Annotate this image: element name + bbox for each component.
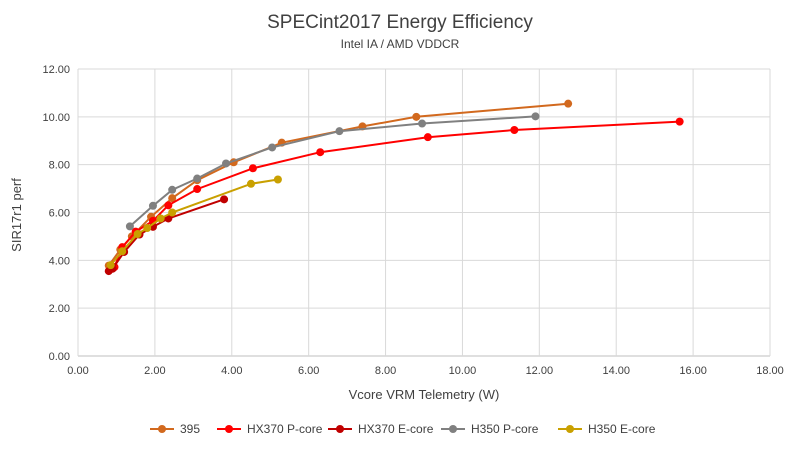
series-0 [104, 99, 573, 270]
series-line [113, 120, 680, 268]
data-point [412, 112, 421, 121]
data-point [675, 117, 684, 126]
x-tick-label: 6.00 [298, 365, 319, 377]
legend-item[interactable]: 395 [150, 422, 200, 436]
data-point [156, 214, 165, 223]
data-point [220, 195, 229, 204]
data-point [316, 148, 325, 157]
y-tick-label: 8.00 [49, 160, 70, 172]
x-tick-label: 12.00 [526, 365, 554, 377]
x-tick-label: 0.00 [67, 365, 88, 377]
legend-marker [225, 425, 233, 433]
legend-label: H350 E-core [588, 422, 656, 436]
series-group [104, 99, 684, 276]
x-tick-label: 16.00 [679, 365, 707, 377]
y-tick-label: 6.00 [49, 208, 70, 220]
data-point [168, 185, 177, 194]
x-tick-label: 14.00 [602, 365, 630, 377]
legend-item[interactable]: H350 E-core [558, 422, 656, 436]
data-point [168, 194, 177, 203]
data-point [418, 119, 427, 128]
y-axis-label: SIR17r1 perf [9, 178, 24, 252]
legend-marker [158, 425, 166, 433]
y-axis-ticks: 0.00 2.00 4.00 6.00 8.00 10.00 12.00 [42, 64, 70, 363]
legend-label: H350 P-core [471, 422, 539, 436]
legend[interactable]: 395 HX370 P-core HX370 E-core H350 P-core H3… [150, 422, 656, 436]
data-point [164, 201, 173, 210]
data-point [268, 143, 277, 152]
series-3 [125, 112, 540, 231]
legend-item[interactable]: HX370 E-core [328, 422, 434, 436]
data-point [531, 112, 540, 121]
data-point [193, 174, 202, 183]
chart-title: SPECint2017 Energy Efficiency [267, 12, 533, 33]
legend-label: HX370 P-core [247, 422, 323, 436]
data-point [510, 125, 519, 134]
y-tick-label: 4.00 [49, 255, 70, 267]
legend-label: 395 [180, 422, 200, 436]
y-tick-label: 2.00 [49, 303, 70, 315]
legend-marker [566, 425, 574, 433]
series-1 [110, 117, 684, 272]
data-point [193, 185, 202, 194]
data-point [273, 175, 282, 184]
data-point [106, 261, 115, 270]
x-axis-label: Vcore VRM Telemetry (W) [349, 387, 500, 402]
legend-marker [336, 425, 344, 433]
data-point [247, 179, 255, 188]
data-point [222, 159, 231, 168]
y-tick-label: 12.00 [42, 64, 70, 76]
data-point [148, 201, 157, 210]
x-tick-label: 10.00 [449, 365, 477, 377]
data-point [168, 208, 177, 217]
data-point [248, 164, 257, 173]
x-tick-label: 2.00 [144, 365, 165, 377]
chart-subtitle: Intel IA / AMD VDDCR [341, 37, 460, 51]
legend-item[interactable]: HX370 P-core [217, 422, 323, 436]
legend-label: HX370 E-core [358, 422, 434, 436]
data-point [423, 133, 432, 142]
data-point [118, 247, 127, 256]
x-axis-ticks: 0.00 2.00 4.00 6.00 8.00 10.00 12.00 14.00 16.00… [67, 365, 783, 377]
y-tick-label: 10.00 [42, 112, 70, 124]
data-point [564, 99, 573, 108]
data-point [143, 224, 152, 233]
gridlines [77, 68, 771, 357]
x-tick-label: 18.00 [756, 365, 784, 377]
x-tick-label: 8.00 [375, 365, 396, 377]
data-point [133, 230, 142, 239]
data-point [335, 127, 344, 136]
series-4 [106, 175, 282, 270]
data-point [125, 222, 134, 231]
y-tick-label: 0.00 [49, 351, 70, 363]
legend-item[interactable]: H350 P-core [441, 422, 539, 436]
legend-marker [449, 425, 457, 433]
x-tick-label: 4.00 [221, 365, 242, 377]
